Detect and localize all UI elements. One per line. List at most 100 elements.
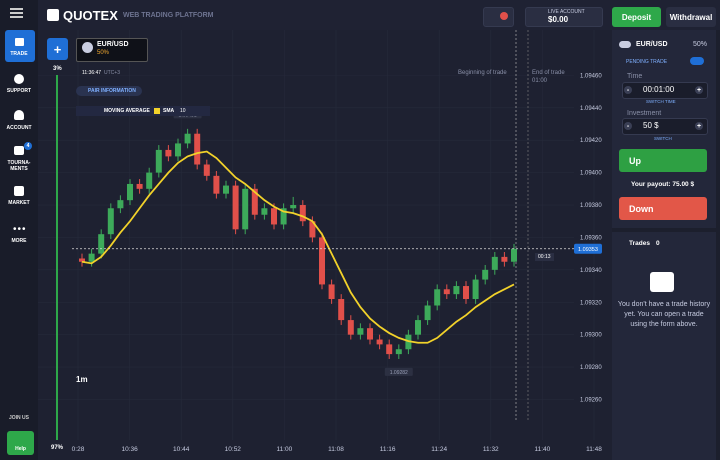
- icon: •••: [13, 224, 27, 235]
- candle-body: [203, 164, 210, 176]
- nav-item[interactable]: SUPPORT: [6, 88, 32, 94]
- beginning-of-trade: Beginning of trade: [458, 70, 507, 76]
- flag: [82, 42, 93, 53]
- candle-body: [165, 149, 172, 157]
- plus[interactable]: +: [695, 86, 703, 94]
- investment-label: Investment: [627, 110, 662, 117]
- candle-body: [472, 279, 479, 300]
- investment-value: 50 $: [643, 121, 659, 130]
- candle-body: [184, 133, 191, 144]
- empty-icon: [650, 272, 674, 292]
- empty-message: You don't have a trade history yet. You …: [617, 301, 711, 328]
- notifications[interactable]: [483, 7, 514, 27]
- candle-body: [328, 284, 335, 300]
- badge: 4: [24, 142, 32, 150]
- account-label: LIVE ACCOUNT: [548, 9, 585, 15]
- sentiment-bottom: 97%: [51, 445, 64, 451]
- candle-body: [434, 289, 441, 306]
- candle-body: [376, 339, 383, 345]
- candle-body: [213, 175, 220, 194]
- nav-item[interactable]: TRADE: [10, 51, 28, 57]
- candle-body: [367, 328, 373, 340]
- nav-item[interactable]: MORE: [11, 238, 27, 244]
- balance: $0.00: [548, 15, 569, 24]
- x-tick-label: 11:16: [380, 446, 396, 453]
- menu-icon[interactable]: [10, 8, 23, 10]
- icon: [14, 186, 24, 196]
- payout-text: Your payout: 75.00 $: [631, 181, 695, 188]
- icon: [14, 146, 24, 155]
- join-us[interactable]: JOIN US: [8, 415, 29, 421]
- logo-icon: [47, 9, 59, 21]
- y-tick-label: 1.09460: [580, 73, 602, 79]
- sentiment-top: 3%: [53, 66, 62, 72]
- x-tick-label: 10:36: [121, 446, 138, 453]
- candle-body: [443, 289, 450, 295]
- down-button[interactable]: Down: [619, 197, 707, 220]
- pending-toggle[interactable]: [690, 57, 704, 65]
- pair-info-chip[interactable]: [76, 86, 142, 96]
- x-tick-label: 11:48: [586, 446, 602, 453]
- trades-count: 0: [656, 240, 660, 247]
- tagline: WEB TRADING PLATFORM: [123, 12, 214, 19]
- nav-item[interactable]: ACCOUNT: [6, 125, 32, 131]
- candle-body: [175, 143, 181, 157]
- x-tick-label: 0:28: [72, 446, 85, 453]
- panel-pair: EUR/USD: [636, 41, 668, 48]
- timer: 00:13: [535, 253, 554, 261]
- nav-item[interactable]: TOURNA- MENTS: [7, 160, 31, 172]
- trade-selected[interactable]: [5, 30, 35, 62]
- indicator-bar[interactable]: [76, 106, 210, 116]
- candle-body: [251, 188, 258, 215]
- add-asset[interactable]: +: [47, 38, 68, 60]
- current-price-label: 1.09353: [578, 247, 598, 253]
- icon: [15, 38, 24, 46]
- time-input[interactable]: [622, 82, 708, 99]
- timeframe[interactable]: 1m: [76, 375, 88, 384]
- up-button[interactable]: Up: [619, 149, 707, 172]
- chart: 0:28 10:36 10:44 10:52 11:00 11:08 11:16 11:24 1…: [38, 30, 612, 460]
- price-marker-label: 1.09282: [390, 370, 408, 376]
- candle-body: [232, 185, 239, 230]
- logo: QUOTEX: [63, 8, 118, 23]
- candle-body: [347, 320, 354, 335]
- minus[interactable]: -: [624, 122, 632, 130]
- x-tick-label: 11:40: [535, 446, 551, 453]
- panel-payout: 50%: [693, 41, 708, 48]
- account-switch[interactable]: [525, 7, 603, 27]
- candle-body: [271, 208, 277, 225]
- withdrawal-button[interactable]: Withdrawal: [666, 7, 716, 27]
- y-tick-label: 1.09260: [580, 397, 602, 403]
- trades-title[interactable]: Trades: [629, 240, 650, 247]
- asset-payout: 50%: [97, 50, 110, 56]
- indicator-name: MOVING AVERAGE: [104, 108, 150, 114]
- clock: 11:36:47: [82, 70, 102, 76]
- candle-body: [261, 208, 268, 215]
- plus[interactable]: +: [695, 122, 703, 130]
- time-value: 00:01:00: [643, 85, 675, 94]
- candle-body: [107, 208, 114, 235]
- candle-body: [453, 286, 460, 295]
- moving-average: [81, 150, 515, 344]
- y-tick-label: 1.09380: [580, 203, 602, 209]
- time-label: Time: [627, 73, 643, 80]
- price-marker: [384, 367, 413, 376]
- deposit-button[interactable]: Deposit: [612, 7, 661, 27]
- investment-input[interactable]: [622, 118, 708, 135]
- candle-body: [357, 328, 364, 335]
- pending-trade: PENDING TRADE: [626, 59, 668, 65]
- candle-body: [319, 237, 325, 285]
- switch[interactable]: SWITCH: [654, 136, 672, 141]
- notification-dot: [500, 12, 508, 20]
- indicator-color: [154, 108, 160, 114]
- candle-body: [136, 183, 143, 189]
- switch-time[interactable]: SWITCH TIME: [646, 99, 676, 104]
- y-tick-label: 1.09360: [580, 235, 602, 241]
- icon: [14, 110, 24, 120]
- y-tick-label: 1.09440: [580, 106, 602, 112]
- minus[interactable]: -: [624, 86, 632, 94]
- y-tick-label: 1.09420: [580, 138, 602, 144]
- help-button[interactable]: Help: [7, 431, 34, 455]
- nav-item[interactable]: MARKET: [8, 200, 30, 206]
